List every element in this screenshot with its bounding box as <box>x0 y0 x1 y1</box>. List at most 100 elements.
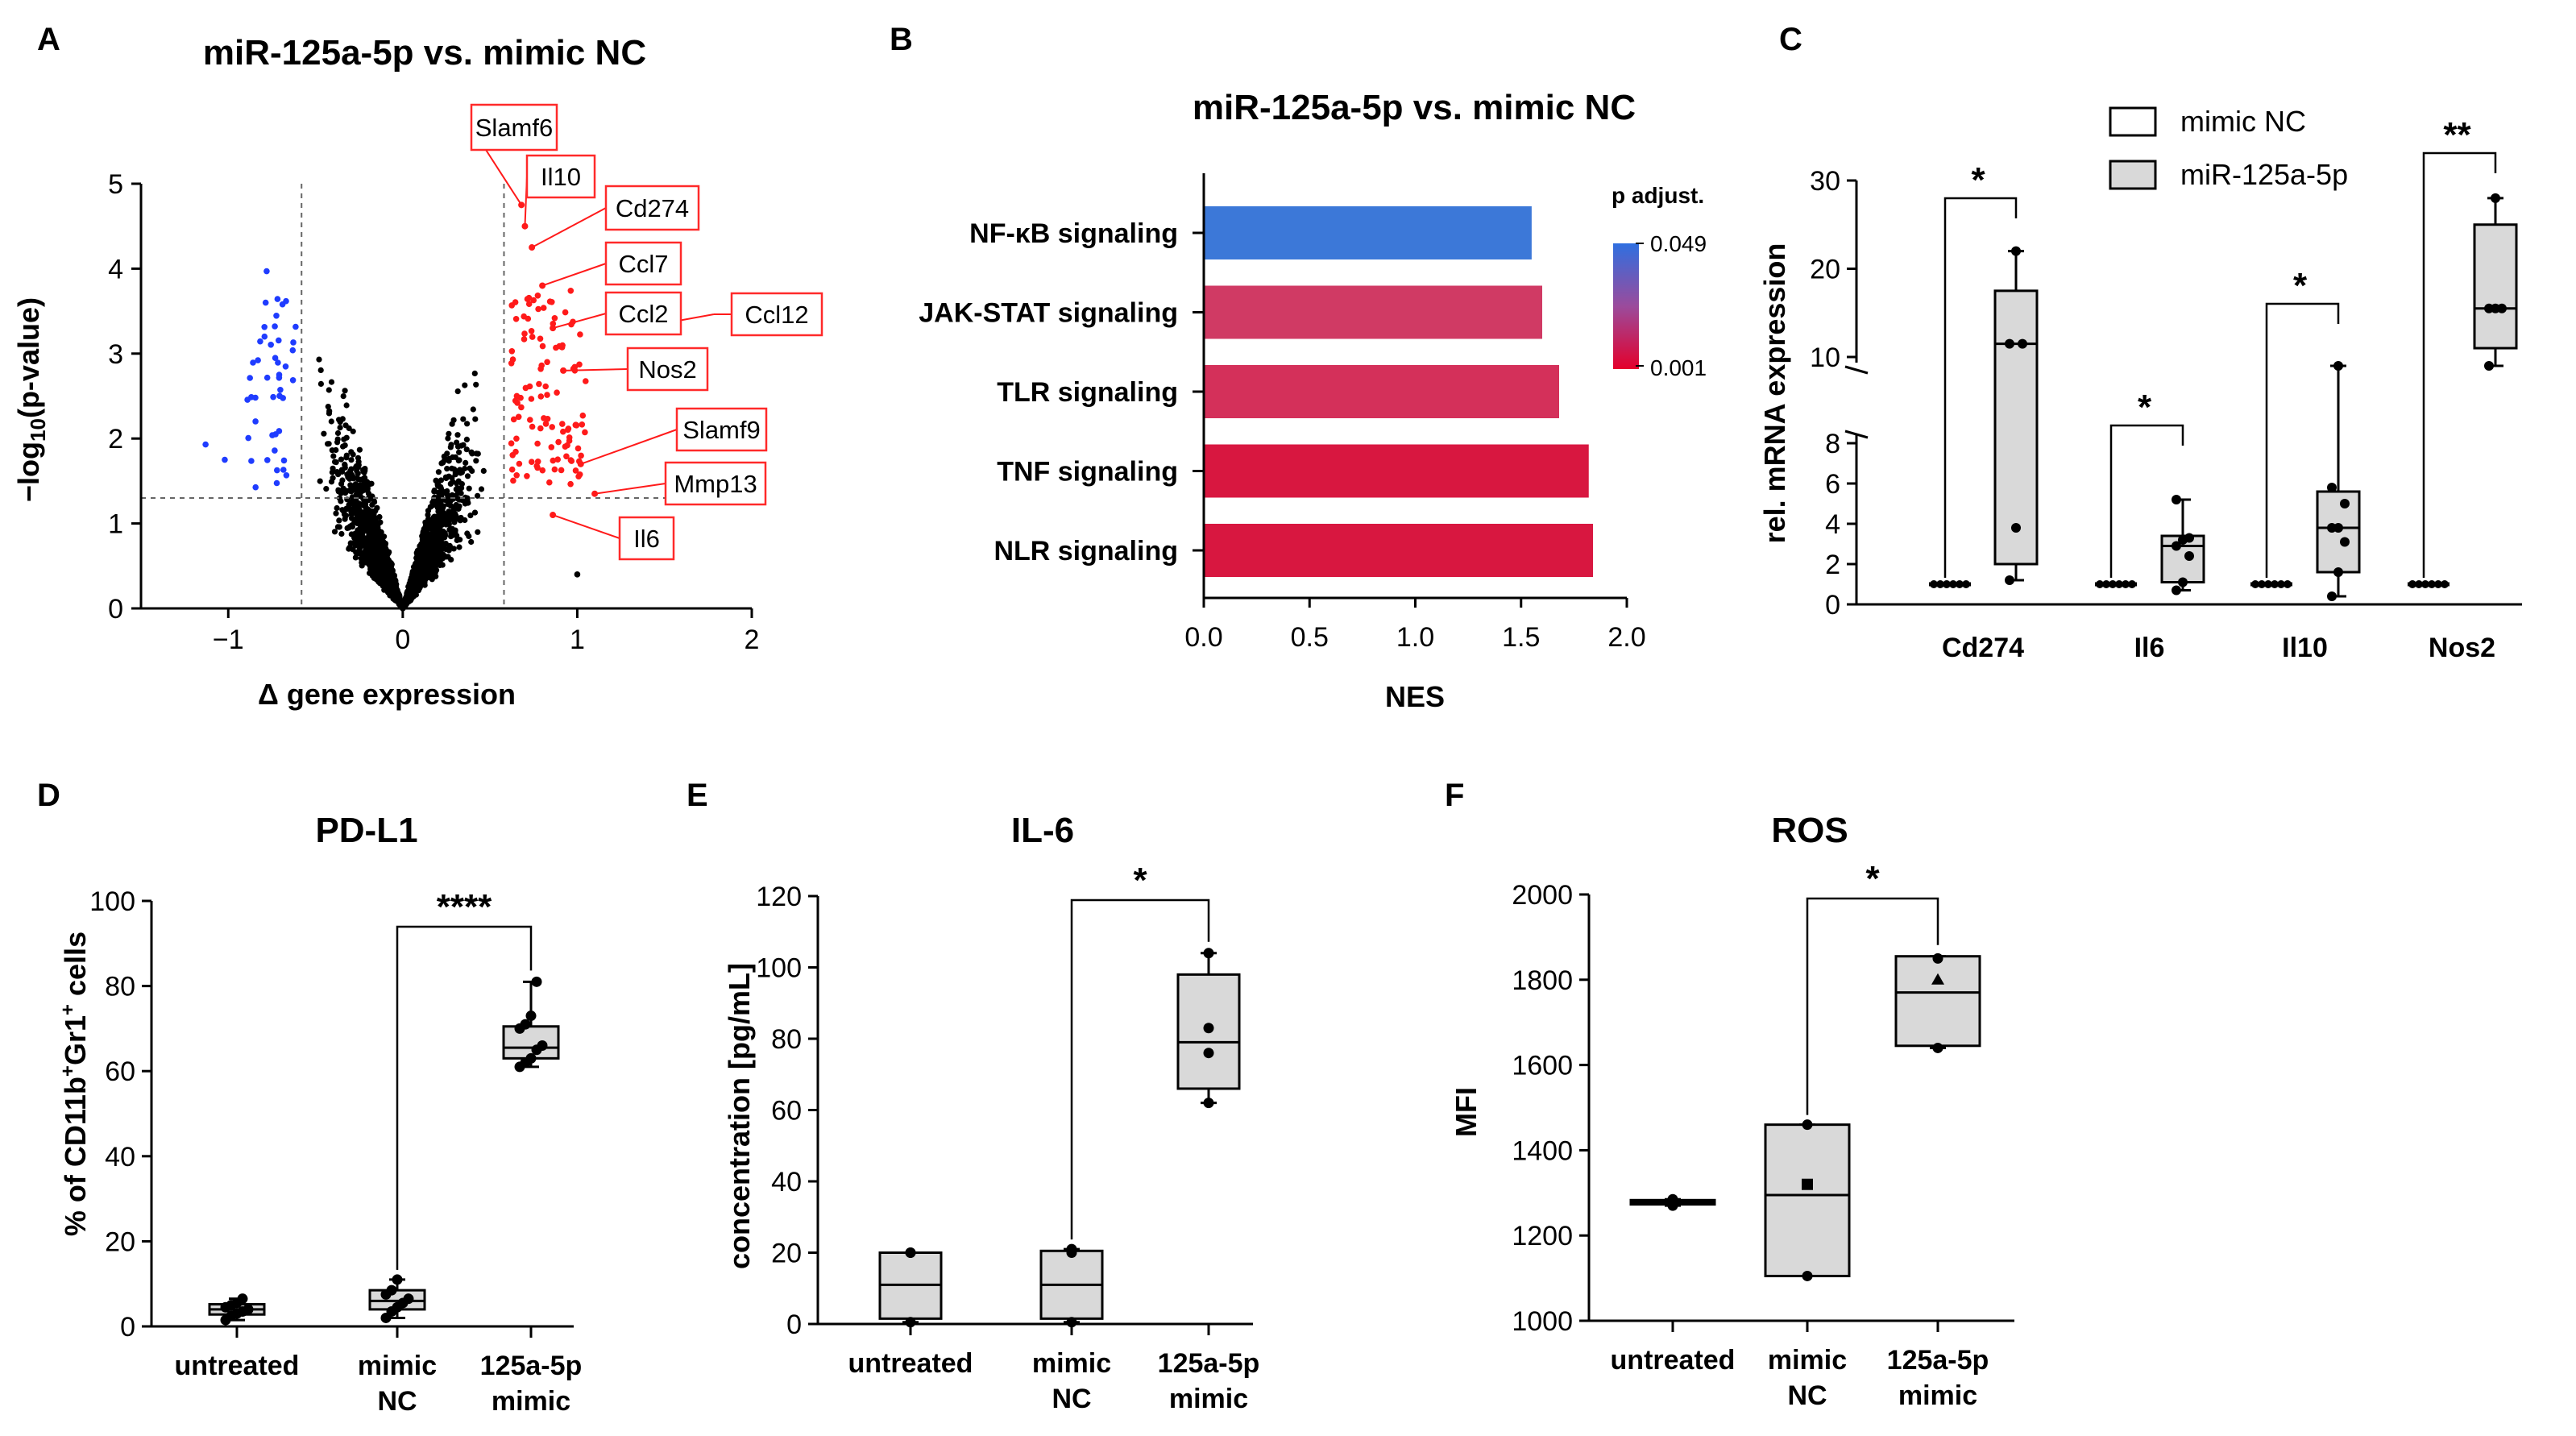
data-point <box>409 588 415 595</box>
category-label: 125a-5p <box>1887 1345 1989 1376</box>
upregulated-point <box>521 336 528 342</box>
mir125a-point <box>2011 523 2021 533</box>
significance-bracket <box>1943 197 2018 578</box>
data-point <box>434 514 442 521</box>
significance-bracket <box>1806 897 1939 1115</box>
y-tick-label: 20 <box>1810 255 1840 285</box>
downregulated-point <box>248 458 255 464</box>
gene-label: Cd274 <box>616 194 689 222</box>
data-point <box>437 562 443 569</box>
legend-swatch-mimic-nc <box>2109 106 2157 137</box>
y-tick-label: 40 <box>771 1167 802 1197</box>
upregulated-point <box>538 362 545 369</box>
downregulated-point <box>277 387 284 393</box>
box <box>1764 1123 1851 1277</box>
mimic-nc-point <box>2434 580 2442 588</box>
upregulated-point <box>525 294 533 301</box>
upregulated-point <box>529 459 535 465</box>
data-point <box>434 481 441 488</box>
upregulated-point <box>518 404 525 411</box>
volcano-threshold-lines <box>141 184 752 608</box>
y-tick-label: 80 <box>771 1024 802 1055</box>
axis-break-mark <box>1844 365 1869 375</box>
nes-category-label: JAK-STAT signaling <box>919 298 1178 329</box>
data-point <box>463 446 470 453</box>
data-point <box>334 469 340 475</box>
downregulated-point <box>290 339 297 346</box>
significance-bracket <box>396 925 533 1270</box>
data-point <box>1802 1270 1813 1281</box>
mimic-nc-point <box>2258 580 2266 588</box>
category-label: mimic <box>1169 1384 1248 1414</box>
data-point <box>326 387 332 393</box>
gene-label-box <box>470 103 558 151</box>
data-point <box>1066 1317 1077 1328</box>
data-point <box>471 370 478 376</box>
data-point <box>422 524 429 530</box>
data-point <box>346 425 352 432</box>
data-point <box>336 495 343 501</box>
data-point <box>372 531 379 537</box>
significance-bracket <box>2265 302 2340 578</box>
data-point <box>384 572 391 579</box>
data-point <box>1667 1193 1678 1205</box>
gene-label-box <box>604 241 682 286</box>
data-point <box>342 462 348 468</box>
data-point <box>350 451 356 458</box>
mir125a-point <box>2333 523 2343 533</box>
gene-leader-line <box>552 514 620 539</box>
data-point <box>354 467 360 474</box>
mimic-nc-point <box>1949 580 1957 588</box>
data-point <box>425 518 431 525</box>
upregulated-point <box>579 412 587 419</box>
data-point <box>471 509 479 516</box>
panel-letter-f: F <box>1445 778 1464 813</box>
legend-colorbar <box>1613 243 1639 369</box>
data-point <box>427 554 433 561</box>
data-point <box>378 577 384 584</box>
data-point <box>351 509 358 517</box>
category-label: mimic <box>1768 1345 1847 1376</box>
upregulated-point <box>546 298 554 305</box>
downregulated-point <box>272 447 278 454</box>
mimic-nc-point <box>2251 580 2259 588</box>
downregulated-point <box>247 375 254 381</box>
data-point <box>358 516 365 523</box>
downregulated-point <box>252 394 259 401</box>
nes-bar <box>1204 365 1559 418</box>
upregulated-point <box>562 309 569 316</box>
upregulated-point <box>567 457 575 463</box>
data-point <box>336 524 342 530</box>
data-point <box>356 446 363 453</box>
gene-leader-line <box>580 429 678 465</box>
p-adjust-legend: p adjust. 0.049 0.001 <box>1612 183 1707 380</box>
mir125a-point <box>2327 591 2337 601</box>
data-point <box>338 530 345 537</box>
downregulated-point <box>292 323 299 330</box>
nes-x-label: NES <box>1385 680 1445 713</box>
volcano-points <box>202 201 665 612</box>
data-point <box>442 532 449 539</box>
data-point <box>351 519 358 526</box>
data-point <box>421 579 427 585</box>
data-point <box>344 525 351 532</box>
gene-label: Mmp13 <box>674 470 757 498</box>
gene-leader-line <box>594 483 666 495</box>
downregulated-point <box>276 392 283 400</box>
data-point <box>441 490 447 496</box>
upregulated-point <box>549 424 555 430</box>
category-label: mimic <box>1898 1380 1977 1411</box>
data-point <box>348 531 355 537</box>
data-point <box>458 485 465 492</box>
ros-plot: 1000 1200 1400 1600 1800 2000 untreated mimic NC… <box>1512 859 2014 1411</box>
upregulated-point <box>554 389 560 396</box>
gene-label-box <box>675 407 768 452</box>
upregulated-point <box>522 384 529 392</box>
downregulated-point <box>276 337 282 344</box>
y-tick-label: 120 <box>756 882 802 912</box>
data-point <box>1203 1023 1214 1034</box>
nes-bar-chart: miR-125a-5p vs. mimic NC NF-κB signaling… <box>919 88 1707 713</box>
data-point <box>355 530 362 537</box>
upregulated-point <box>529 334 536 340</box>
